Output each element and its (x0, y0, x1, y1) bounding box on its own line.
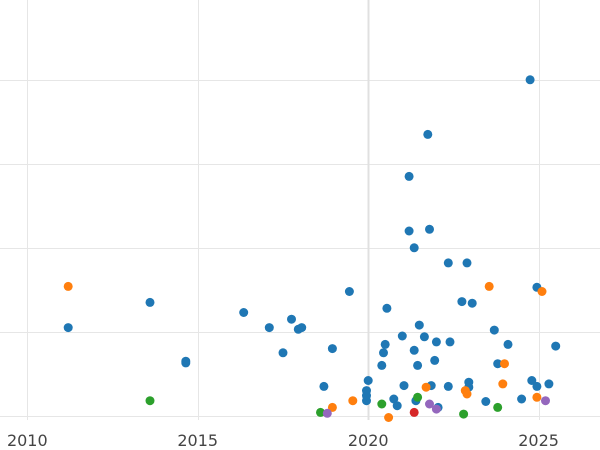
data-point (481, 397, 491, 406)
data-point (464, 377, 474, 387)
data-point (392, 401, 402, 411)
data-point (344, 287, 354, 296)
x-tick-label: 2025 (518, 431, 559, 450)
data-point (498, 379, 508, 389)
grid (0, 0, 600, 420)
data-point (278, 348, 288, 358)
data-point (462, 258, 472, 268)
data-point (384, 413, 394, 422)
data-point (459, 409, 469, 419)
data-point (493, 402, 503, 412)
data-point (327, 344, 337, 354)
data-point (537, 287, 547, 296)
data-point (409, 407, 419, 417)
data-point (503, 339, 513, 349)
data-point (431, 404, 441, 414)
data-point (517, 394, 527, 404)
data-point (362, 386, 371, 396)
data-point (377, 360, 387, 370)
data-point (181, 358, 191, 368)
data-point (413, 392, 423, 402)
data-point (239, 308, 249, 317)
data-point (489, 325, 499, 335)
data-point (544, 379, 554, 389)
data-point (63, 281, 73, 291)
data-point (425, 224, 434, 234)
data-point (484, 281, 494, 291)
data-point (425, 399, 434, 409)
data-point (500, 359, 509, 369)
x-tick-label: 2010 (7, 431, 48, 450)
data-point (462, 389, 472, 399)
data-point (525, 75, 535, 85)
data-point (316, 407, 325, 417)
data-point (409, 243, 419, 253)
data-point (541, 396, 550, 406)
data-point (297, 323, 307, 333)
data-point (264, 323, 274, 333)
data-point (382, 303, 392, 313)
data-point (389, 394, 399, 404)
data-point (532, 381, 542, 391)
data-point (421, 382, 431, 392)
data-point (322, 408, 332, 418)
data-point (377, 399, 387, 409)
x-tick-label: 2015 (177, 431, 218, 450)
data-point (409, 345, 419, 355)
data-point (551, 341, 561, 351)
data-point (457, 297, 467, 307)
data-point (414, 320, 424, 330)
data-point (327, 402, 337, 412)
data-point (145, 297, 155, 307)
data-point (404, 171, 414, 181)
data-point (363, 376, 373, 385)
data-point (430, 355, 440, 365)
data-point (397, 331, 407, 341)
data-point (63, 323, 73, 333)
data-point (493, 359, 503, 369)
data-point (445, 337, 455, 347)
data-point (145, 396, 155, 406)
data-point (379, 348, 388, 358)
x-axis-tick-labels: 2010 2015 2020 2025 (7, 431, 559, 450)
data-point (431, 337, 441, 347)
data-point (467, 298, 477, 308)
data-points (63, 75, 561, 422)
x-tick-label: 2020 (348, 431, 389, 450)
data-point (348, 396, 358, 406)
data-point (404, 226, 414, 236)
data-point (443, 381, 453, 391)
data-point (527, 376, 537, 385)
data-point (532, 392, 542, 402)
data-point (419, 332, 429, 342)
data-point (443, 258, 453, 268)
data-point (319, 381, 329, 391)
data-point (399, 381, 409, 391)
data-point (413, 360, 423, 370)
data-point (287, 314, 296, 324)
data-point (423, 129, 433, 139)
data-point (380, 339, 390, 349)
